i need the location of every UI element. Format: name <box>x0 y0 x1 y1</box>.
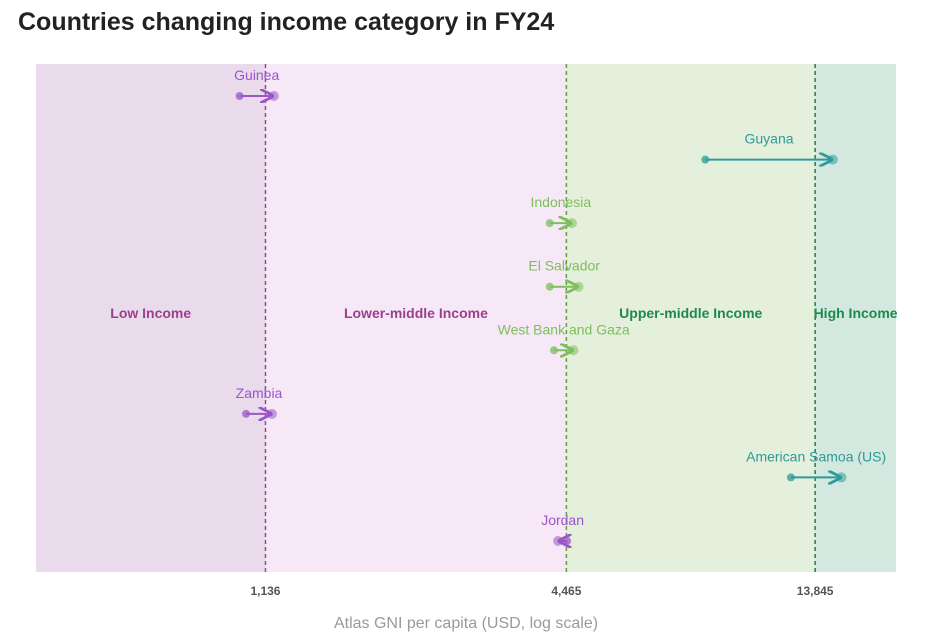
band-label-upper-middle-income: Upper-middle Income <box>619 305 762 321</box>
ticks-layer: 1,136 4,465 13,845 <box>250 584 833 598</box>
country-west-bank-and-gaza: West Bank and Gaza <box>498 321 630 355</box>
band-label-high-income: High Income <box>814 305 898 321</box>
band-labels-layer: Low Income Lower-middle Income Upper-middl… <box>110 305 898 321</box>
band-lower-middle-income <box>265 64 567 572</box>
country-zambia: Zambia <box>236 385 283 419</box>
x-axis-label: Atlas GNI per capita (USD, log scale) <box>333 615 599 632</box>
thresholds-layer <box>264 64 816 572</box>
country-el-salvador: El Salvador <box>528 258 600 292</box>
country-jordan: Jordan <box>541 512 584 546</box>
tick-label-4-465: 4,465 <box>551 584 581 598</box>
tick-label-13-845: 13,845 <box>797 584 834 598</box>
band-high-income <box>815 64 896 572</box>
point-start-guyana <box>701 155 710 164</box>
point-start-el-salvador <box>545 282 554 291</box>
country-guinea: Guinea <box>234 67 279 101</box>
country-label-zambia: Zambia <box>236 385 283 401</box>
band-low-income <box>36 64 266 572</box>
band-label-low-income: Low Income <box>110 305 191 321</box>
tick-label-1-136: 1,136 <box>250 584 280 598</box>
country-label-indonesia: Indonesia <box>530 194 591 210</box>
chart-title: Countries changing income category in FY… <box>18 8 555 36</box>
band-upper-middle-income <box>566 64 816 572</box>
point-start-indonesia <box>545 219 554 228</box>
point-start-american-samoa-us <box>786 473 795 482</box>
country-label-guyana: Guyana <box>745 131 794 147</box>
country-label-american-samoa-us: American Samoa (US) <box>746 448 886 464</box>
bands-layer <box>36 64 896 572</box>
band-label-lower-middle-income: Lower-middle Income <box>344 305 488 321</box>
country-indonesia: Indonesia <box>530 194 591 228</box>
country-american-samoa-us: American Samoa (US) <box>746 448 886 482</box>
point-start-jordan <box>563 537 572 545</box>
country-label-el-salvador: El Salvador <box>528 258 600 274</box>
country-label-guinea: Guinea <box>234 67 279 83</box>
country-guyana: Guyana <box>701 131 838 165</box>
country-label-west-bank-and-gaza: West Bank and Gaza <box>498 321 630 337</box>
country-label-jordan: Jordan <box>541 512 584 528</box>
point-start-west-bank-and-gaza <box>549 346 558 355</box>
arrows-layer: Guinea Guyana Indonesia El Salvador West Ban… <box>234 67 886 546</box>
point-start-zambia <box>242 409 251 418</box>
point-start-guinea <box>235 92 244 100</box>
